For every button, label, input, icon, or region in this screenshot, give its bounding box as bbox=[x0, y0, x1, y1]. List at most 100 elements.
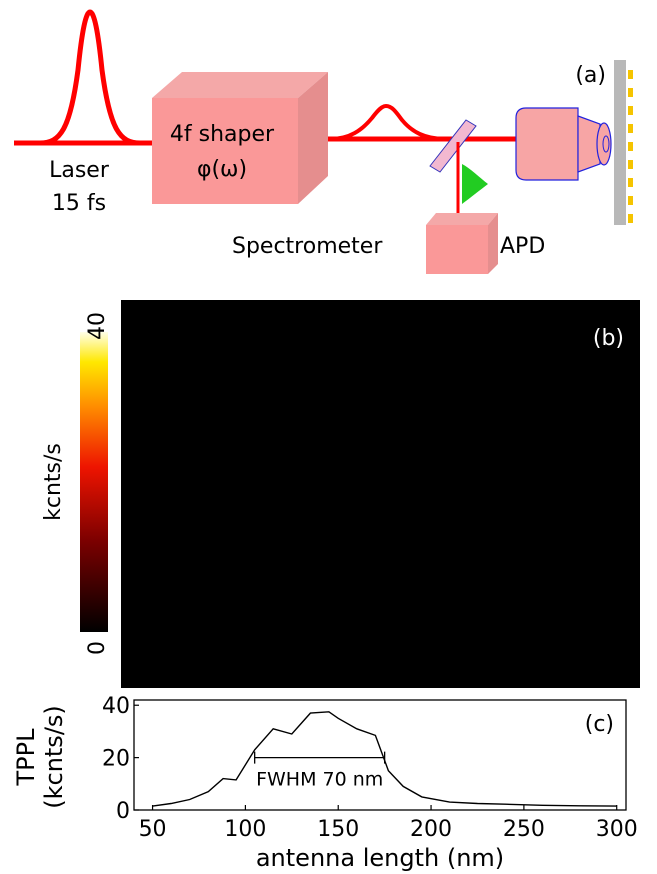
detector-box-side bbox=[488, 213, 498, 274]
map-dot bbox=[215, 498, 221, 504]
map-dot bbox=[293, 542, 298, 548]
map-dot bbox=[184, 616, 190, 621]
map-dot bbox=[511, 396, 516, 401]
map-dot bbox=[371, 616, 376, 621]
antenna-mark bbox=[628, 142, 633, 151]
x-axis-label: antenna length (nm) bbox=[256, 844, 504, 872]
map-dot bbox=[138, 645, 143, 650]
map-dot bbox=[464, 542, 469, 548]
map-dot bbox=[246, 352, 252, 357]
map-dot bbox=[511, 660, 516, 665]
map-dot bbox=[588, 586, 594, 592]
map-dot bbox=[588, 557, 594, 562]
map-dot bbox=[402, 323, 407, 328]
map-dot bbox=[588, 367, 594, 372]
map-dot bbox=[215, 616, 221, 621]
map-dot bbox=[557, 454, 563, 460]
map-dot bbox=[511, 469, 516, 474]
map-dot bbox=[355, 410, 361, 416]
map-dot bbox=[511, 616, 516, 621]
map-dot bbox=[464, 352, 469, 357]
map-dot bbox=[169, 425, 174, 431]
map-dot bbox=[511, 645, 516, 650]
map-dot bbox=[246, 572, 252, 577]
map-dot bbox=[355, 367, 361, 372]
map-dot bbox=[153, 630, 158, 636]
x-tick-label: 250 bbox=[503, 817, 545, 842]
map-dot bbox=[371, 557, 376, 562]
map-dot bbox=[449, 660, 454, 665]
map-dot bbox=[480, 498, 485, 504]
map-dot bbox=[277, 557, 283, 562]
map-dot bbox=[200, 630, 205, 636]
map-dot bbox=[417, 557, 423, 562]
map-dot bbox=[355, 454, 361, 460]
map-dot bbox=[386, 381, 392, 387]
map-dot bbox=[200, 586, 205, 592]
map-dot bbox=[449, 381, 454, 387]
map-dot bbox=[340, 323, 345, 328]
map-dot bbox=[526, 616, 532, 621]
map-dot bbox=[169, 630, 174, 636]
map-dot bbox=[573, 572, 578, 577]
map-dot bbox=[449, 572, 454, 577]
map-dot bbox=[588, 396, 594, 401]
colorbar bbox=[80, 332, 108, 632]
map-dot bbox=[324, 528, 330, 533]
map-dot bbox=[215, 542, 221, 548]
map-dot bbox=[246, 367, 252, 372]
map-dot bbox=[309, 425, 314, 431]
map-dot bbox=[293, 630, 298, 636]
map-dot bbox=[355, 645, 361, 650]
map-dot bbox=[184, 586, 190, 592]
map-dot bbox=[604, 352, 609, 357]
map-dot bbox=[138, 557, 143, 562]
map-dot bbox=[153, 645, 158, 650]
map-dot bbox=[309, 616, 314, 621]
map-dot bbox=[588, 440, 594, 445]
map-dot bbox=[588, 337, 594, 343]
map-dot bbox=[293, 645, 298, 650]
map-dot bbox=[495, 440, 501, 445]
map-dot bbox=[573, 381, 578, 387]
map-dot bbox=[495, 572, 501, 577]
map-dot bbox=[526, 425, 532, 431]
map-dot bbox=[231, 454, 236, 460]
map-dot bbox=[138, 469, 143, 474]
x-tick-label: 150 bbox=[317, 817, 359, 842]
map-dot bbox=[169, 542, 174, 548]
map-dot bbox=[231, 616, 236, 621]
map-dot bbox=[620, 601, 625, 606]
map-dot bbox=[386, 337, 392, 343]
map-dot bbox=[464, 572, 469, 577]
map-dot bbox=[604, 484, 609, 489]
antenna-mark bbox=[628, 214, 633, 223]
map-dot bbox=[277, 440, 283, 445]
objective-aperture bbox=[602, 135, 610, 153]
map-dot bbox=[324, 498, 330, 504]
map-dot bbox=[215, 630, 221, 636]
map-dot bbox=[277, 498, 283, 504]
map-dot bbox=[355, 586, 361, 592]
map-dot bbox=[620, 381, 625, 387]
map-dot bbox=[355, 542, 361, 548]
map-dot bbox=[464, 616, 469, 621]
map-dot bbox=[495, 542, 501, 548]
map-dot bbox=[340, 616, 345, 621]
map-dot bbox=[293, 528, 298, 533]
map-dot bbox=[184, 410, 190, 416]
map-dot bbox=[386, 572, 392, 577]
map-dot bbox=[511, 454, 516, 460]
map-dot bbox=[526, 601, 532, 606]
map-dot bbox=[433, 513, 438, 518]
shaped-pulse-icon bbox=[329, 103, 446, 141]
map-dot bbox=[495, 616, 501, 621]
map-dot bbox=[153, 586, 158, 592]
map-dot bbox=[262, 513, 267, 518]
map-dot bbox=[262, 337, 267, 343]
map-dot bbox=[231, 484, 236, 489]
map-dot bbox=[340, 337, 345, 343]
map-dot bbox=[371, 381, 376, 387]
map-dot bbox=[402, 528, 407, 533]
map-dot bbox=[138, 425, 143, 431]
